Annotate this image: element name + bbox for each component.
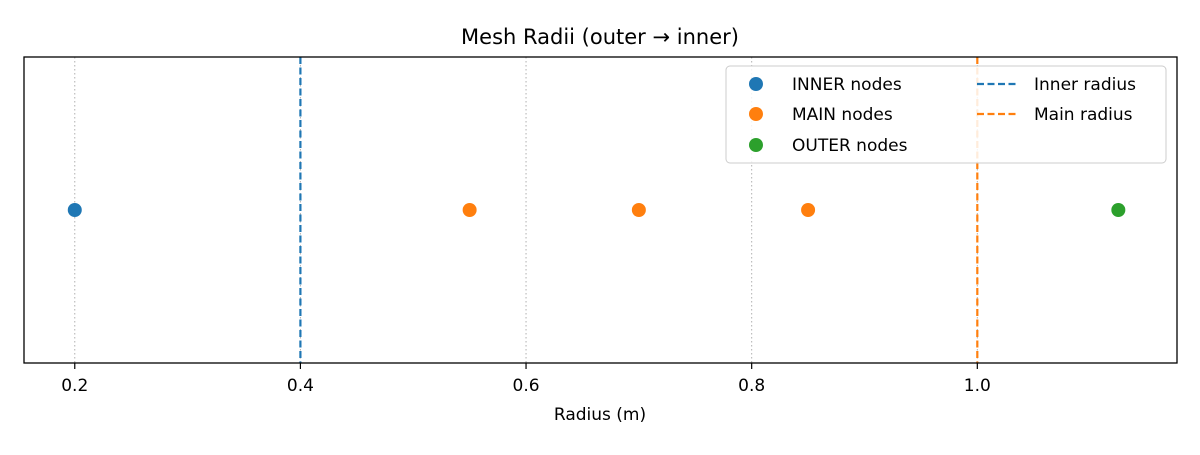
legend-label-outer-nodes: OUTER nodes <box>792 136 908 156</box>
point-outer-nodes-0 <box>1111 203 1126 217</box>
legend-marker-inner-nodes <box>749 77 763 91</box>
point-main-nodes-1 <box>631 203 646 217</box>
point-main-nodes-0 <box>462 203 477 217</box>
legend-box <box>725 65 1167 164</box>
x-tick-label-1: 0.4 <box>287 376 314 396</box>
legend-label-inner-nodes: INNER nodes <box>792 75 902 95</box>
x-axis-label: Radius (m) <box>554 405 646 425</box>
plot-frame <box>23 56 1178 364</box>
x-axis-ticks: 0.2 0.4 0.6 0.8 1.0 <box>61 363 991 396</box>
legend-marker-main-nodes <box>749 107 763 121</box>
point-main-nodes-2 <box>801 203 816 217</box>
point-inner-nodes-0 <box>67 203 82 217</box>
x-tick-label-3: 0.8 <box>738 376 765 396</box>
reference-lines <box>299 57 979 363</box>
legend-label-main-radius: Main radius <box>1034 105 1133 125</box>
legend-label-main-nodes: MAIN nodes <box>792 105 893 125</box>
data-points <box>67 203 1126 217</box>
x-tick-label-2: 0.6 <box>513 376 540 396</box>
legend: INNER nodes MAIN nodes OUTER nodes Inner ra… <box>725 65 1167 164</box>
x-tick-label-4: 1.0 <box>964 376 991 396</box>
chart-title: Mesh Radii (outer → inner) <box>461 25 739 49</box>
legend-label-inner-radius: Inner radius <box>1034 75 1136 95</box>
x-tick-label-0: 0.2 <box>61 376 88 396</box>
legend-marker-outer-nodes <box>749 138 763 152</box>
